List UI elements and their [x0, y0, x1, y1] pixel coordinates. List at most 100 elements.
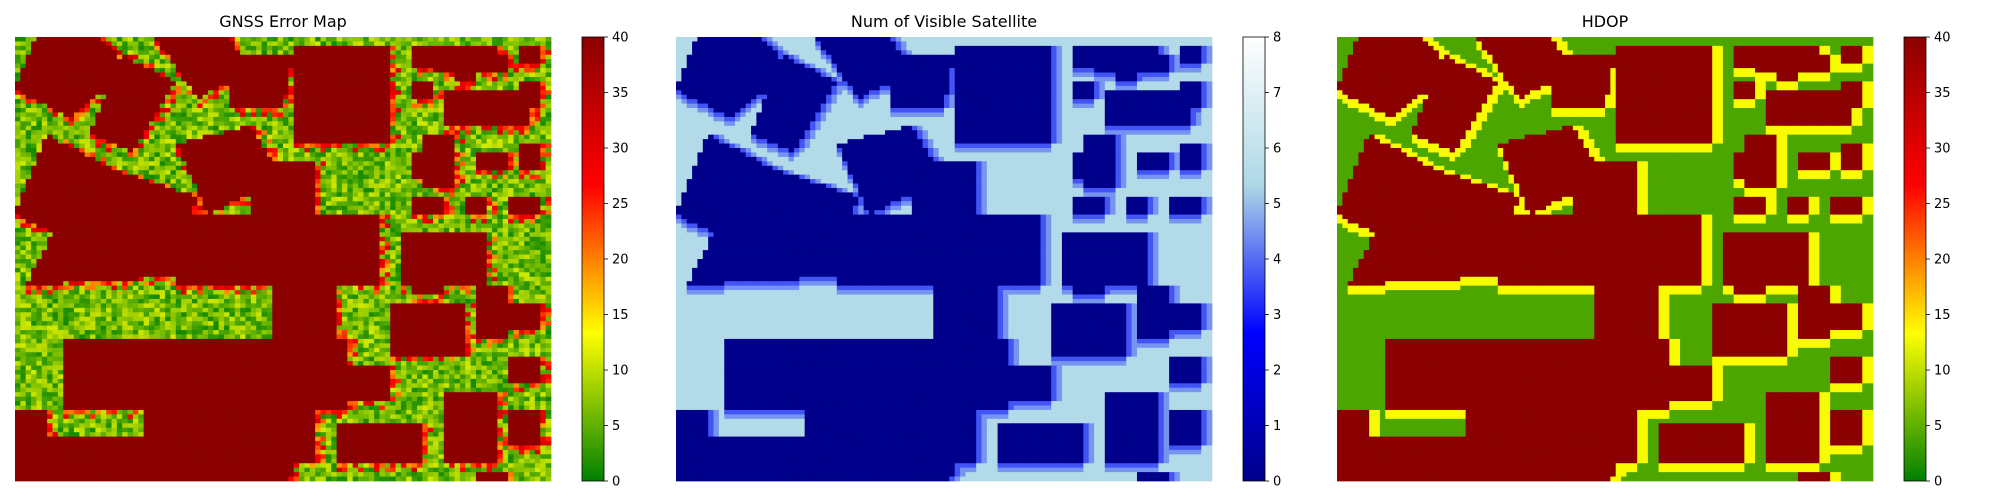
- heatmap-cell: [374, 130, 380, 136]
- heatmap-cell: [250, 54, 257, 60]
- heatmap-cell: [138, 192, 144, 198]
- heatmap-cell: [186, 112, 193, 118]
- heatmap-cell: [390, 134, 396, 140]
- heatmap-cell: [240, 210, 246, 215]
- heatmap-cell: [534, 81, 541, 87]
- heatmap-cell: [320, 125, 327, 131]
- heatmap-cell: [518, 205, 525, 211]
- heatmap-cell: [449, 179, 455, 184]
- heatmap-cell: [213, 187, 220, 193]
- heatmap-cell: [518, 103, 525, 109]
- heatmap-cell: [20, 156, 27, 162]
- heatmap-cell: [352, 94, 359, 100]
- heatmap-cell: [384, 148, 391, 153]
- heatmap-cell: [293, 232, 300, 238]
- heatmap-cell: [149, 63, 155, 69]
- heatmap-cell: [106, 108, 112, 113]
- heatmap-cell: [465, 179, 471, 184]
- heatmap-cell: [534, 50, 541, 56]
- heatmap-cell: [540, 148, 546, 153]
- heatmap-cell: [240, 232, 246, 238]
- heatmap-cell: [213, 112, 220, 118]
- heatmap-cell: [304, 174, 311, 180]
- heatmap-cell: [213, 254, 220, 260]
- heatmap-cell: [170, 179, 177, 184]
- heatmap-cell: [315, 219, 321, 224]
- heatmap-cell: [159, 116, 166, 122]
- heatmap-cell: [411, 112, 418, 118]
- heatmap-cell: [352, 187, 359, 193]
- heatmap-cell: [52, 227, 59, 233]
- heatmap-cell: [272, 76, 278, 82]
- heatmap-cell: [154, 219, 161, 224]
- heatmap-cell: [459, 72, 466, 78]
- heatmap-cell: [449, 161, 455, 167]
- heatmap-cell: [492, 196, 498, 202]
- heatmap-cell: [20, 41, 27, 47]
- heatmap-cell: [154, 152, 161, 158]
- heatmap-cell: [36, 50, 43, 56]
- heatmap-cell: [122, 90, 128, 96]
- heatmap-cell: [486, 219, 493, 224]
- heatmap-cell: [309, 134, 316, 140]
- heatmap-cell: [127, 45, 134, 51]
- heatmap-cell: [234, 241, 241, 247]
- heatmap-cell: [229, 85, 236, 91]
- heatmap-cell: [154, 148, 161, 153]
- heatmap-cell: [57, 94, 64, 100]
- heatmap-cell: [492, 227, 498, 233]
- heatmap-cell: [288, 68, 295, 73]
- heatmap-cell: [288, 192, 295, 198]
- heatmap-cell: [266, 179, 273, 184]
- heatmap-cell: [186, 121, 193, 127]
- heatmap-cell: [84, 81, 91, 87]
- heatmap-cell: [395, 41, 402, 47]
- heatmap-cell: [433, 210, 439, 215]
- heatmap-cell: [47, 183, 53, 189]
- heatmap-cell: [309, 125, 316, 131]
- heatmap-cell: [127, 81, 134, 87]
- heatmap-cell: [443, 245, 450, 251]
- heatmap-cell: [116, 90, 123, 96]
- heatmap-cell: [459, 250, 466, 255]
- heatmap-cell: [100, 99, 107, 104]
- heatmap-cell: [390, 250, 396, 255]
- heatmap-cell: [15, 103, 21, 109]
- heatmap-cell: [106, 219, 112, 224]
- heatmap-cell: [529, 112, 536, 118]
- heatmap-cell: [320, 205, 327, 211]
- heatmap-cell: [288, 116, 295, 122]
- heatmap-cell: [202, 174, 209, 180]
- heatmap-cell: [52, 50, 59, 56]
- heatmap-cell: [358, 232, 364, 238]
- heatmap-cell: [191, 63, 198, 69]
- heatmap-cell: [261, 214, 268, 220]
- heatmap-cell: [36, 250, 43, 255]
- heatmap-cell: [341, 205, 348, 211]
- heatmap-cell: [486, 85, 493, 91]
- heatmap-cell: [245, 72, 252, 78]
- heatmap-cell: [384, 214, 391, 220]
- heatmap-cell: [347, 250, 354, 255]
- heatmap-cell: [127, 121, 134, 127]
- heatmap-cell: [438, 179, 445, 184]
- heatmap-cell: [508, 37, 514, 42]
- heatmap-cell: [417, 179, 423, 184]
- heatmap-cell: [165, 130, 171, 136]
- heatmap-cell: [454, 130, 461, 136]
- heatmap-cell: [175, 90, 182, 96]
- heatmap-cell: [283, 161, 289, 167]
- heatmap-cell: [191, 214, 198, 220]
- heatmap-cell: [41, 139, 48, 144]
- heatmap-cell: [309, 112, 316, 118]
- heatmap-cell: [240, 183, 246, 189]
- heatmap-cell: [288, 196, 295, 202]
- heatmap-cell: [95, 152, 102, 158]
- heatmap-cell: [100, 210, 107, 215]
- heatmap-cell: [261, 201, 268, 207]
- heatmap-cell: [20, 63, 27, 69]
- heatmap-cell: [191, 103, 198, 109]
- heatmap-cell: [41, 68, 48, 73]
- heatmap-cell: [229, 37, 236, 42]
- heatmap-cell: [106, 179, 112, 184]
